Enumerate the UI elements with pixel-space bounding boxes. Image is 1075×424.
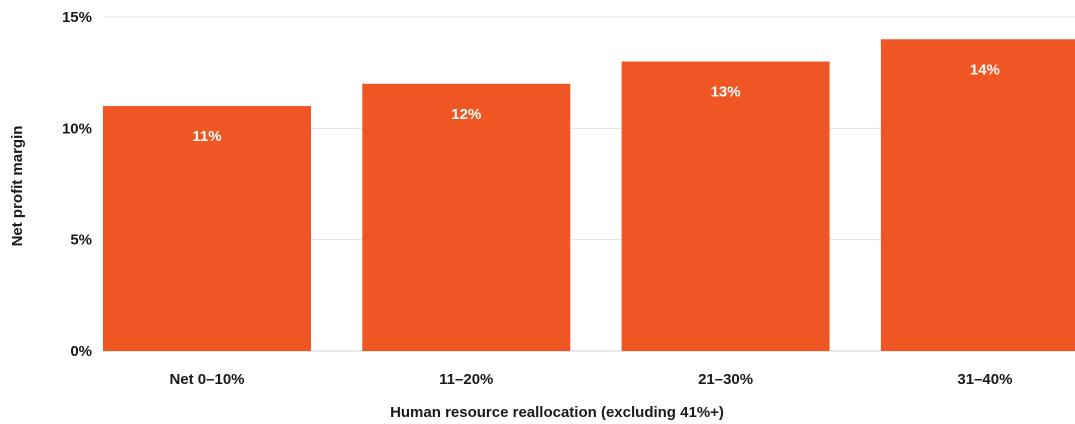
- y-axis-ticks: 0% 5% 10% 15%: [62, 9, 92, 360]
- bar-value-label: 11%: [192, 128, 221, 145]
- bar: [621, 61, 830, 352]
- x-tick-label: 31–40%: [957, 371, 1012, 388]
- x-axis-title: Human resource reallocation (excluding 4…: [390, 404, 724, 421]
- bar: [880, 39, 1075, 352]
- y-tick-label: 0%: [70, 343, 92, 360]
- bars: [103, 39, 1075, 352]
- y-tick-label: 10%: [62, 120, 92, 137]
- x-tick-label: Net 0–10%: [169, 371, 244, 388]
- y-tick-label: 15%: [62, 9, 92, 26]
- bar-value-label: 13%: [711, 84, 741, 101]
- x-axis-ticks: Net 0–10% 11–20% 21–30% 31–40%: [169, 371, 1012, 388]
- bar: [103, 106, 311, 351]
- data-labels: 11% 12% 13% 14%: [192, 61, 1000, 145]
- bar-value-label: 12%: [451, 106, 481, 123]
- y-tick-label: 5%: [70, 232, 92, 249]
- bar: [362, 83, 571, 352]
- x-tick-label: 21–30%: [698, 371, 753, 388]
- bar-value-label: 14%: [970, 61, 1000, 78]
- y-axis-title: Net profit margin: [9, 126, 26, 247]
- x-tick-label: 11–20%: [439, 371, 493, 388]
